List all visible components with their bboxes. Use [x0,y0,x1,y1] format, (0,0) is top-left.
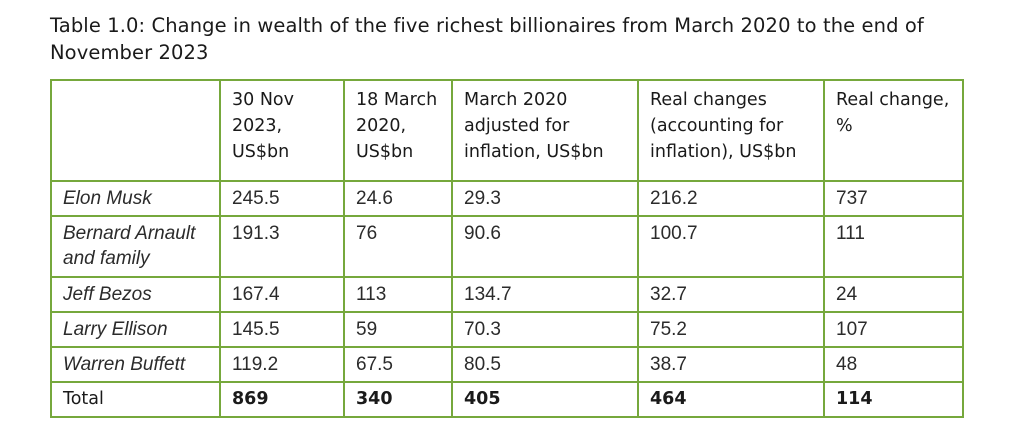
value-real-change: 32.7 [637,276,825,313]
wealth-table: 30 Nov 2023, US$bn 18 March 2020, US$bn … [50,79,964,418]
value-mar2020-adjusted: 134.7 [451,276,639,313]
total-nov2023: 869 [219,381,345,418]
value-real-change-pct: 48 [823,346,964,383]
total-row: Total 869 340 405 464 114 [50,381,964,418]
header-cell-real-change-pct: Real change, % [823,79,964,182]
billionaire-name: Bernard Arnault and family [50,215,221,278]
total-real-change: 464 [637,381,825,418]
value-real-change-pct: 24 [823,276,964,313]
value-mar2020-adjusted: 90.6 [451,215,639,278]
billionaire-name: Warren Buffett [50,346,221,383]
value-nov2023: 167.4 [219,276,345,313]
header-cell-mar2020: 18 March 2020, US$bn [343,79,453,182]
value-mar2020: 76 [343,215,453,278]
header-row: 30 Nov 2023, US$bn 18 March 2020, US$bn … [50,79,964,182]
table-row: Bernard Arnault and family 191.3 76 90.6… [50,215,964,278]
header-cell-nov2023: 30 Nov 2023, US$bn [219,79,345,182]
value-real-change-pct: 111 [823,215,964,278]
value-nov2023: 145.5 [219,311,345,348]
header-cell-real-changes: Real changes (accounting for inflation),… [637,79,825,182]
value-mar2020-adjusted: 29.3 [451,180,639,217]
billionaire-name: Larry Ellison [50,311,221,348]
table-row: Jeff Bezos 167.4 113 134.7 32.7 24 [50,276,964,313]
value-real-change: 216.2 [637,180,825,217]
value-mar2020: 67.5 [343,346,453,383]
value-mar2020-adjusted: 80.5 [451,346,639,383]
value-real-change: 75.2 [637,311,825,348]
header-cell-mar2020-adjusted: March 2020 adjusted for inflation, US$bn [451,79,639,182]
total-mar2020: 340 [343,381,453,418]
value-nov2023: 191.3 [219,215,345,278]
value-real-change-pct: 737 [823,180,964,217]
table-row: Larry Ellison 145.5 59 70.3 75.2 107 [50,311,964,348]
value-real-change-pct: 107 [823,311,964,348]
table-row: Warren Buffett 119.2 67.5 80.5 38.7 48 [50,346,964,383]
table-title: Table 1.0: Change in wealth of the five … [50,14,924,64]
table-row: Elon Musk 245.5 24.6 29.3 216.2 737 [50,180,964,217]
value-mar2020: 24.6 [343,180,453,217]
header-cell-blank [50,79,221,182]
billionaire-name: Jeff Bezos [50,276,221,313]
value-mar2020-adjusted: 70.3 [451,311,639,348]
value-real-change: 100.7 [637,215,825,278]
value-real-change: 38.7 [637,346,825,383]
value-mar2020: 59 [343,311,453,348]
total-mar2020-adjusted: 405 [451,381,639,418]
total-label: Total [50,381,221,418]
value-nov2023: 245.5 [219,180,345,217]
value-mar2020: 113 [343,276,453,313]
value-nov2023: 119.2 [219,346,345,383]
total-real-change-pct: 114 [823,381,964,418]
billionaire-name: Elon Musk [50,180,221,217]
